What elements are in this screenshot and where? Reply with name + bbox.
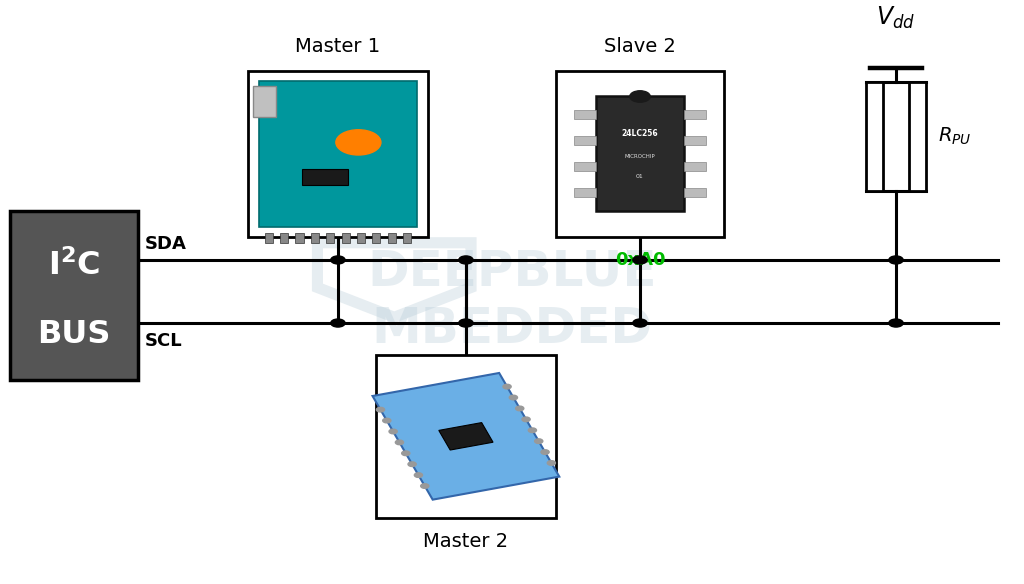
Circle shape bbox=[509, 395, 517, 400]
Bar bbox=[573, 136, 596, 145]
Circle shape bbox=[421, 484, 429, 488]
Circle shape bbox=[459, 256, 473, 264]
Circle shape bbox=[633, 256, 647, 264]
Bar bbox=[387, 232, 395, 243]
Bar bbox=[596, 96, 684, 211]
Text: SCL: SCL bbox=[144, 332, 182, 350]
Circle shape bbox=[331, 319, 345, 327]
Circle shape bbox=[889, 319, 903, 327]
Circle shape bbox=[331, 256, 345, 264]
Circle shape bbox=[408, 462, 416, 467]
Text: $V_{dd}$: $V_{dd}$ bbox=[877, 4, 915, 30]
Circle shape bbox=[522, 417, 530, 422]
Circle shape bbox=[528, 428, 537, 433]
Circle shape bbox=[503, 384, 511, 389]
Circle shape bbox=[415, 473, 423, 477]
Bar bbox=[573, 110, 596, 120]
Circle shape bbox=[377, 408, 385, 412]
Bar bbox=[866, 82, 883, 191]
Bar bbox=[302, 169, 348, 185]
Bar bbox=[555, 71, 725, 237]
Circle shape bbox=[383, 418, 391, 423]
Bar bbox=[573, 188, 596, 197]
Bar bbox=[10, 211, 138, 380]
Text: MBEDDED: MBEDDED bbox=[372, 305, 652, 353]
Bar bbox=[403, 232, 412, 243]
Text: 01: 01 bbox=[636, 174, 644, 179]
Bar bbox=[684, 188, 707, 197]
Text: Slave 2: Slave 2 bbox=[604, 37, 676, 56]
Circle shape bbox=[630, 91, 650, 102]
Circle shape bbox=[535, 439, 543, 443]
Text: $\mathbf{I^2C}$: $\mathbf{I^2C}$ bbox=[48, 249, 100, 281]
Circle shape bbox=[336, 130, 381, 155]
Bar bbox=[909, 82, 927, 191]
Bar bbox=[684, 162, 707, 172]
Circle shape bbox=[401, 451, 410, 456]
Circle shape bbox=[541, 450, 549, 454]
Bar bbox=[342, 232, 350, 243]
Bar bbox=[357, 232, 366, 243]
Circle shape bbox=[547, 461, 555, 465]
Bar bbox=[684, 136, 707, 145]
Polygon shape bbox=[373, 373, 559, 500]
Circle shape bbox=[389, 429, 397, 434]
Circle shape bbox=[395, 440, 403, 444]
Text: BUS: BUS bbox=[38, 319, 111, 350]
Circle shape bbox=[633, 319, 647, 327]
Bar bbox=[684, 110, 707, 120]
Bar bbox=[311, 232, 319, 243]
Polygon shape bbox=[439, 423, 493, 450]
Bar bbox=[377, 354, 555, 518]
Bar bbox=[296, 232, 304, 243]
Text: 0xA0: 0xA0 bbox=[614, 251, 666, 269]
Circle shape bbox=[459, 319, 473, 327]
Bar bbox=[573, 162, 596, 172]
Bar bbox=[373, 232, 381, 243]
Text: MICROCHIP: MICROCHIP bbox=[625, 154, 655, 159]
Text: SDA: SDA bbox=[144, 235, 186, 253]
Bar bbox=[249, 71, 428, 237]
Circle shape bbox=[889, 256, 903, 264]
Bar bbox=[254, 86, 276, 117]
Text: DEEPBLUE: DEEPBLUE bbox=[368, 248, 656, 296]
Bar bbox=[326, 232, 334, 243]
Text: 24LC256: 24LC256 bbox=[622, 129, 658, 138]
Text: $R_{PU}$: $R_{PU}$ bbox=[938, 126, 972, 147]
Bar bbox=[258, 81, 418, 227]
Text: Master 2: Master 2 bbox=[423, 533, 509, 551]
Circle shape bbox=[516, 406, 524, 411]
Bar bbox=[281, 232, 289, 243]
Bar bbox=[264, 232, 272, 243]
Text: Master 1: Master 1 bbox=[295, 37, 381, 56]
